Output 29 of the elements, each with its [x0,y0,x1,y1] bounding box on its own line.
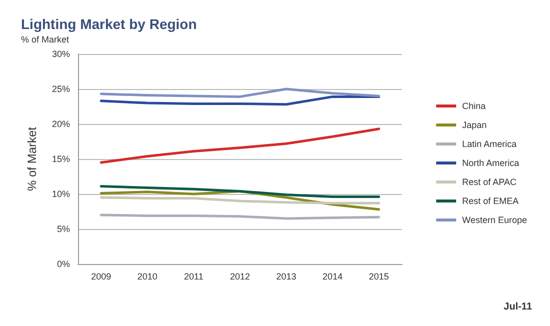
x-tick-label: 2012 [230,272,250,282]
x-tick-label: 2011 [184,272,204,282]
line-series [100,95,380,106]
x-tick-label: 2013 [276,272,296,282]
text: Jul-11 [504,302,532,312]
chart-subtitle: % of Market [21,34,70,44]
legend-label: Rest of APAC [462,177,517,187]
y-tick-label: 25% [52,84,70,94]
legend-label: Rest of EMEA [462,196,519,206]
y-tick-label: 0% [56,259,70,269]
line-series [100,88,380,98]
x-tick-label: 2015 [368,272,389,282]
y-tick-label: 30% [52,49,70,59]
line-series [100,128,380,164]
line-series [100,185,380,198]
chart-title: Lighting Market by Region [21,16,197,32]
y-tick-label: 20% [52,119,70,129]
legend-label: China [462,101,486,111]
y-tick-label: 5% [56,224,70,234]
y-axis-title: % of Market [25,126,39,192]
x-tick-label: 2009 [91,272,112,282]
legend-label: Latin America [462,139,517,149]
legend-label: North America [462,158,520,168]
x-tick-label: 2010 [137,272,158,282]
y-tick-label: 10% [52,189,70,199]
legend-label: Western Europe [462,215,528,225]
legend-label: Japan [462,120,487,130]
y-tick-label: 15% [52,154,70,164]
x-tick-label: 2014 [322,272,343,282]
